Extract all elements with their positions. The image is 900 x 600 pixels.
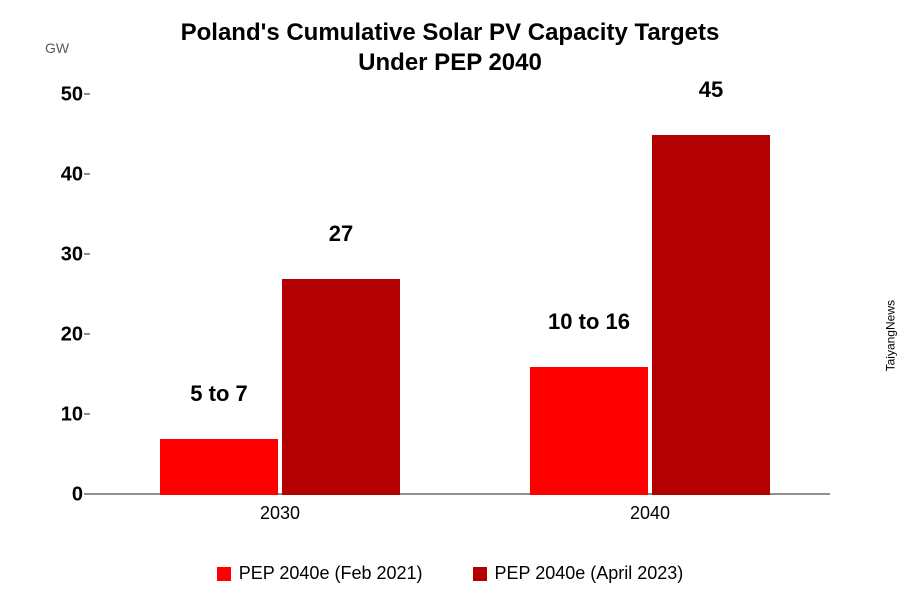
legend-label: PEP 2040e (April 2023) [495, 563, 684, 584]
x-category-label: 2040 [630, 503, 670, 524]
y-tick-mark [84, 173, 90, 175]
bar-value-label: 27 [329, 221, 353, 247]
bar-value-label: 45 [699, 77, 723, 103]
legend-item-feb-2021: PEP 2040e (Feb 2021) [217, 563, 423, 584]
y-tick-label: 40 [45, 164, 83, 187]
y-tick-mark [84, 93, 90, 95]
y-tick-mark [84, 253, 90, 255]
x-category-label: 2030 [260, 503, 300, 524]
source-credit: TaiyangNews [883, 300, 897, 371]
y-tick-label: 30 [45, 244, 83, 267]
legend-item-apr-2023: PEP 2040e (April 2023) [473, 563, 684, 584]
chart-container: Poland's Cumulative Solar PV Capacity Ta… [0, 0, 900, 600]
legend: PEP 2040e (Feb 2021) PEP 2040e (April 20… [0, 563, 900, 584]
legend-swatch-icon [473, 567, 487, 581]
chart-title-line2: Under PEP 2040 [358, 49, 542, 76]
plot-area: 010203040505 to 727203010 to 16452040 [90, 95, 830, 495]
bar [160, 439, 278, 495]
y-tick-mark [84, 413, 90, 415]
legend-swatch-icon [217, 567, 231, 581]
y-tick-mark [84, 333, 90, 335]
y-axis-unit: GW [45, 40, 69, 56]
y-tick-label: 20 [45, 324, 83, 347]
y-tick-label: 10 [45, 404, 83, 427]
chart-title-line1: Poland's Cumulative Solar PV Capacity Ta… [181, 19, 720, 46]
bar [282, 279, 400, 495]
y-tick-label: 0 [45, 484, 83, 507]
legend-label: PEP 2040e (Feb 2021) [239, 563, 423, 584]
bar [530, 367, 648, 495]
y-tick-label: 50 [45, 84, 83, 107]
bar-value-label: 10 to 16 [548, 309, 630, 335]
chart-title: Poland's Cumulative Solar PV Capacity Ta… [0, 18, 900, 78]
y-tick-mark [84, 493, 90, 495]
bar-value-label: 5 to 7 [190, 381, 247, 407]
bar [652, 135, 770, 495]
